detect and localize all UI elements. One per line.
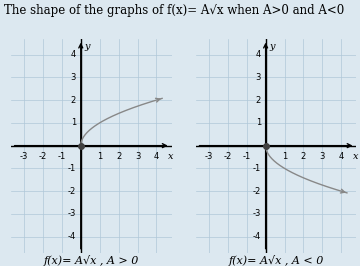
Text: y: y	[269, 42, 275, 51]
Text: -4: -4	[253, 232, 261, 241]
Text: 4: 4	[154, 152, 159, 161]
Text: 3: 3	[320, 152, 325, 161]
Text: 1: 1	[71, 118, 76, 127]
Text: -1: -1	[243, 152, 251, 161]
Text: 3: 3	[71, 73, 76, 82]
Text: -1: -1	[253, 164, 261, 173]
Text: The shape of the graphs of f(x)= A√x when A>0 and A<0: The shape of the graphs of f(x)= A√x whe…	[4, 4, 344, 17]
Text: -3: -3	[20, 152, 28, 161]
Text: -1: -1	[58, 152, 66, 161]
Text: 2: 2	[301, 152, 306, 161]
Text: 1: 1	[97, 152, 102, 161]
Text: -4: -4	[68, 232, 76, 241]
Text: -1: -1	[68, 164, 76, 173]
Text: 2: 2	[116, 152, 121, 161]
Text: -2: -2	[253, 187, 261, 196]
Text: f(x)= A√x , A < 0: f(x)= A√x , A < 0	[228, 255, 324, 266]
Text: x: x	[168, 152, 174, 161]
Text: 1: 1	[282, 152, 287, 161]
Text: 3: 3	[256, 73, 261, 82]
Text: -2: -2	[68, 187, 76, 196]
Text: 2: 2	[71, 95, 76, 105]
Text: -2: -2	[224, 152, 232, 161]
Text: 1: 1	[256, 118, 261, 127]
Text: -2: -2	[39, 152, 47, 161]
Text: 4: 4	[256, 50, 261, 59]
Text: 2: 2	[256, 95, 261, 105]
Text: y: y	[84, 42, 90, 51]
Text: 4: 4	[71, 50, 76, 59]
Text: f(x)= A√x , A > 0: f(x)= A√x , A > 0	[44, 255, 139, 266]
Text: 3: 3	[135, 152, 140, 161]
Text: x: x	[353, 152, 358, 161]
Text: -3: -3	[205, 152, 213, 161]
Text: -3: -3	[252, 209, 261, 218]
Text: 4: 4	[339, 152, 344, 161]
Text: -3: -3	[68, 209, 76, 218]
